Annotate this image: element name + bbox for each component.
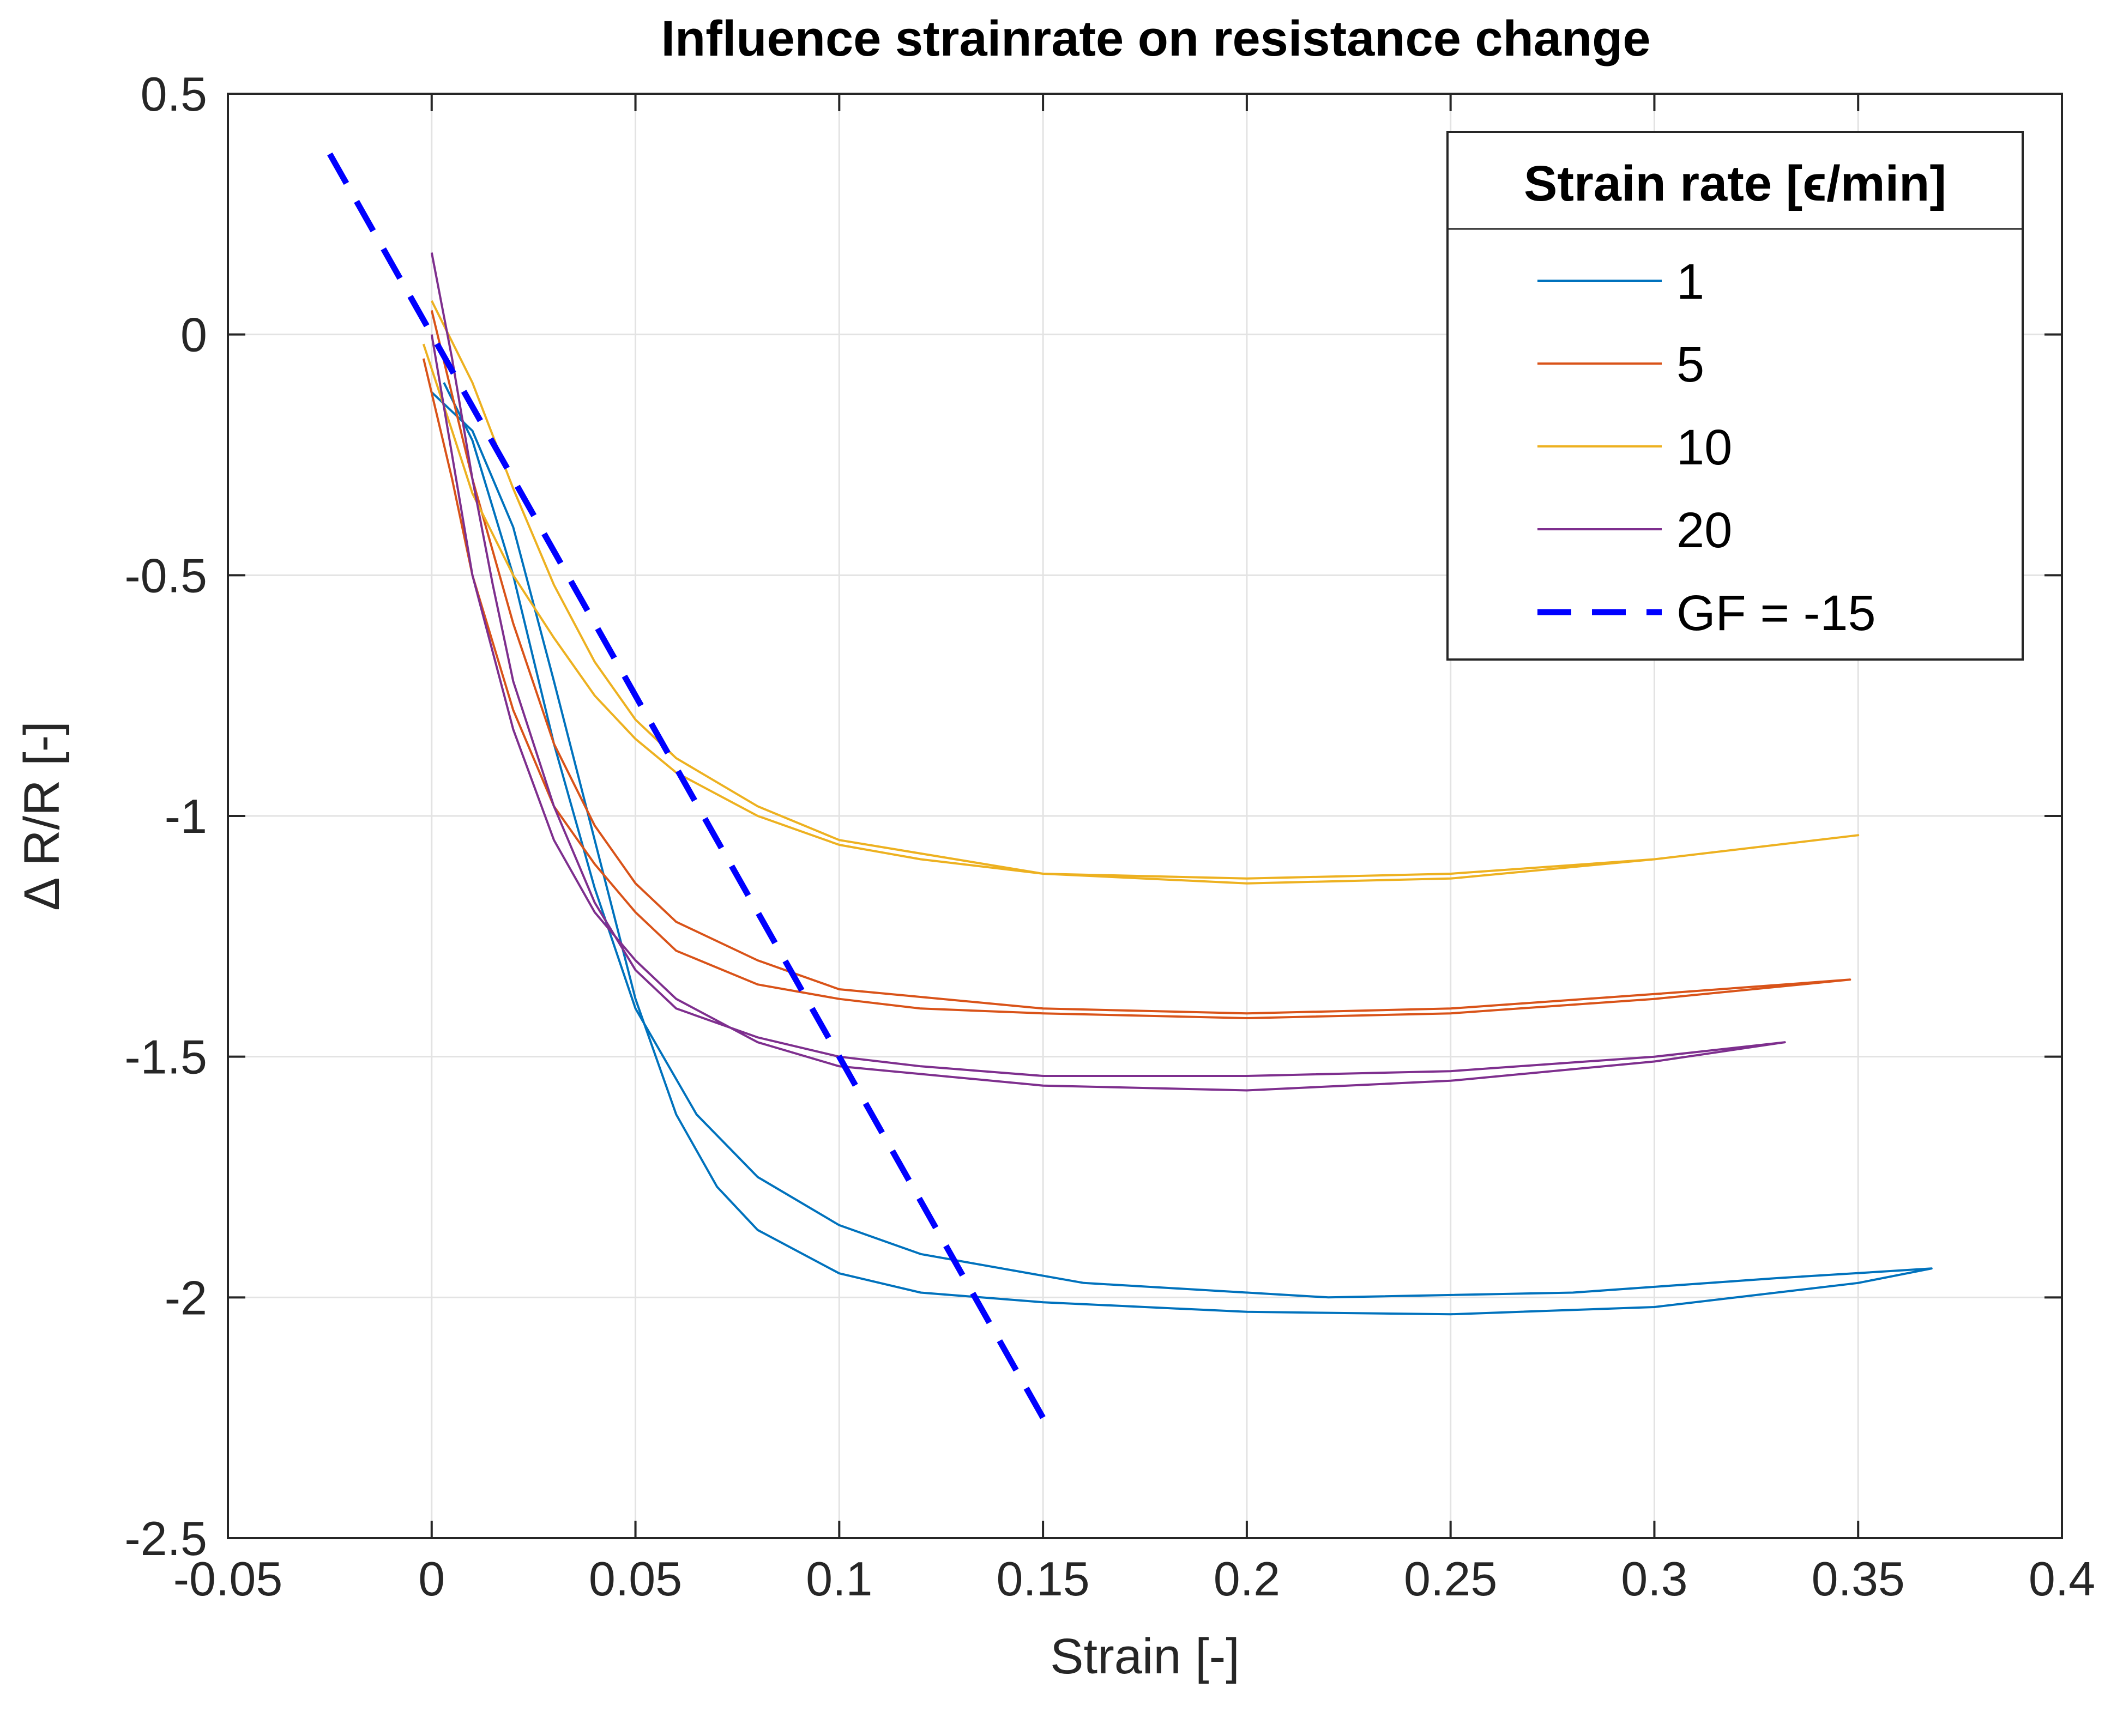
x-tick-label-4: 0.15 xyxy=(996,1552,1089,1606)
x-tick-label-8: 0.35 xyxy=(1812,1552,1905,1606)
y-tick-label-4: -1.5 xyxy=(124,1030,207,1084)
plot-series xyxy=(327,152,1933,1419)
x-axis-label: Strain [-] xyxy=(1050,1629,1240,1684)
x-tick-label-1: 0 xyxy=(418,1552,445,1606)
x-tick-label-2: 0.05 xyxy=(589,1552,682,1606)
y-tick-label-1: 0 xyxy=(180,308,207,362)
series-line-2 xyxy=(422,300,1860,885)
y-tick-label-5: -2 xyxy=(165,1271,207,1324)
x-tick-label-9: 0.4 xyxy=(2029,1552,2095,1606)
y-tick-label-2: -0.5 xyxy=(124,548,207,602)
legend-box xyxy=(1446,131,2024,661)
legend-title: Strain rate [ϵ/min] xyxy=(1524,156,1946,211)
chart-title: Influence strainrate on resistance chang… xyxy=(661,11,1650,66)
legend-items: 1 5 10 20 GF = -15 xyxy=(1537,254,1876,641)
series-line-1 xyxy=(422,310,1851,1019)
legend: Strain rate [ϵ/min] 1 5 10 20 GF = -15 xyxy=(1446,131,2024,661)
x-tick-label-7: 0.3 xyxy=(1621,1552,1687,1606)
legend-label-1: 5 xyxy=(1676,337,1704,392)
legend-label-0: 1 xyxy=(1676,254,1704,310)
y-tick-label-0: 0.5 xyxy=(141,67,207,121)
y-tick-label-6: -2.5 xyxy=(124,1511,207,1565)
legend-label-3: 20 xyxy=(1676,503,1732,558)
y-axis-label: Δ R/R [-] xyxy=(14,721,70,911)
series-line-3 xyxy=(430,252,1786,1092)
x-tick-label-3: 0.1 xyxy=(806,1552,872,1606)
legend-label-2: 10 xyxy=(1676,420,1732,475)
series-line-4 xyxy=(327,152,1046,1419)
x-tick-label-6: 0.25 xyxy=(1404,1552,1497,1606)
legend-label-4: GF = -15 xyxy=(1676,585,1876,641)
series-line-0 xyxy=(431,382,1933,1316)
y-tick-label-3: -1 xyxy=(165,789,207,843)
x-tick-label-5: 0.2 xyxy=(1214,1552,1280,1606)
axis-ticks: -0.05 0 0.05 0.1 0.15 0.2 0.25 0.3 0.35 0.4 0.5 0 -0… xyxy=(124,67,2095,1606)
x-tick-label-0: -0.05 xyxy=(173,1552,283,1606)
